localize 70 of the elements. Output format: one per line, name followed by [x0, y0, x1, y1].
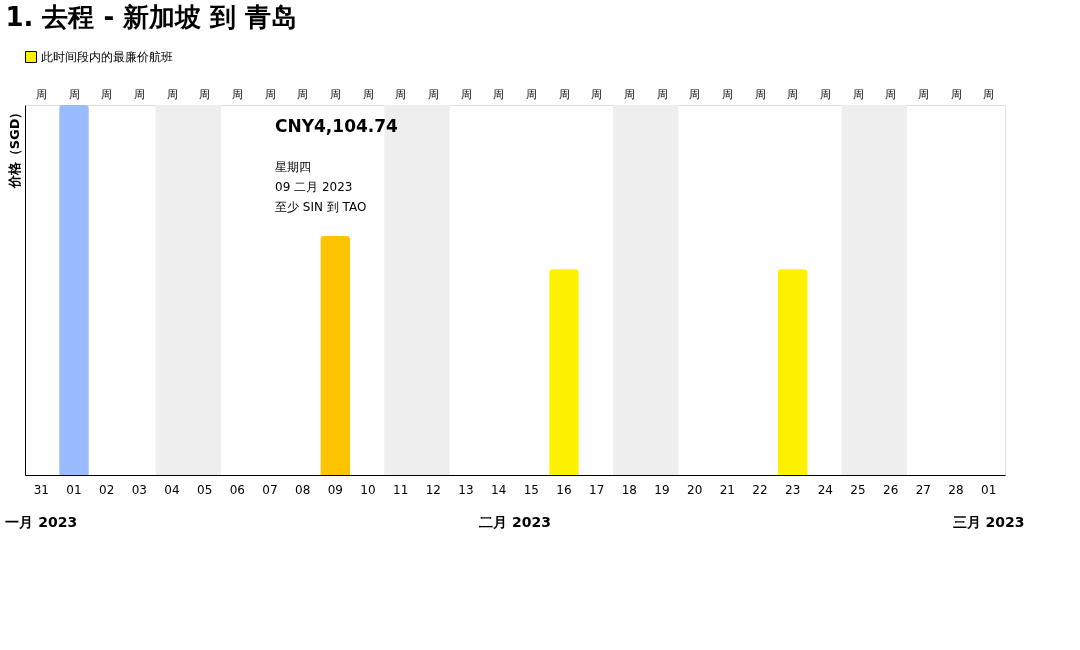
x-tick-label: 03 — [131, 483, 147, 497]
x-tick-label: 12 — [425, 483, 441, 497]
text: 周 — [231, 88, 243, 101]
annotation: CNY4,104.74 — [275, 116, 399, 136]
text: 周 — [329, 88, 341, 101]
x-tick-label: 01 — [981, 483, 997, 497]
text: 周 — [754, 88, 766, 101]
chart-title: 1. 去程 - 新加坡 到 青岛 — [5, 2, 298, 32]
x-tick-label: 21 — [719, 483, 735, 497]
x-tick-label: 22 — [752, 483, 768, 497]
x-tick-label: 28 — [948, 483, 964, 497]
text: 周 — [950, 88, 962, 101]
y-axis-title: 价格（SGD） — [6, 105, 22, 190]
text: 周 — [623, 88, 635, 101]
text: 周 — [395, 88, 407, 101]
text: 周 — [264, 88, 276, 101]
x-tick-label: 19 — [654, 483, 670, 497]
x-tick-label: 01 — [66, 483, 82, 497]
x-tick-label: 13 — [458, 483, 474, 497]
annotation: 星期四 — [275, 160, 311, 174]
x-tick-label: 20 — [687, 483, 703, 497]
text: 二月 2023 — [479, 514, 551, 530]
x-tick-label: 06 — [229, 483, 245, 497]
text: 一月 2023 — [5, 514, 78, 530]
x-tick-label: 31 — [33, 483, 49, 497]
x-tick-label: 17 — [589, 483, 605, 497]
text: 周 — [427, 88, 439, 101]
text: 周 — [591, 88, 603, 101]
x-tick-label: 24 — [817, 483, 833, 497]
text: 周 — [917, 88, 929, 101]
text: 周 — [525, 88, 537, 101]
text: 周 — [68, 88, 80, 101]
annotation: 至少 SIN 到 TAO — [275, 200, 367, 214]
x-tick-label: 16 — [556, 483, 572, 497]
x-tick-label: 15 — [523, 483, 539, 497]
text: 周 — [199, 88, 211, 101]
x-tick-label: 04 — [164, 483, 180, 497]
text: 周 — [852, 88, 864, 101]
text: 周 — [297, 88, 309, 101]
x-tick-label: 02 — [99, 483, 115, 497]
x-tick-label: 05 — [197, 483, 213, 497]
annotation: 09 二月 2023 — [275, 180, 353, 194]
legend-label: 此时间段内的最廉价航班 — [41, 50, 173, 64]
x-tick-label: 18 — [621, 483, 637, 497]
x-tick-label: 11 — [393, 483, 409, 497]
x-tick-label: 14 — [491, 483, 507, 497]
x-tick-label: 23 — [785, 483, 801, 497]
x-tick-label: 08 — [295, 483, 311, 497]
x-tick-label: 10 — [360, 483, 376, 497]
x-tick-label: 09 — [327, 483, 343, 497]
text: 周 — [460, 88, 472, 101]
text: 周 — [133, 88, 145, 101]
x-tick-label: 07 — [262, 483, 278, 497]
text: 周 — [983, 88, 995, 101]
text: 周 — [787, 88, 799, 101]
text: 周 — [166, 88, 178, 101]
text: 三月 2023 — [952, 514, 1025, 530]
text: 周 — [885, 88, 897, 101]
text: 周 — [689, 88, 701, 101]
text: 周 — [35, 88, 47, 101]
text: 周 — [101, 88, 113, 101]
text: 周 — [656, 88, 668, 101]
text: 周 — [721, 88, 733, 101]
text: 周 — [558, 88, 570, 101]
text: 周 — [819, 88, 831, 101]
x-tick-label: 26 — [883, 483, 899, 497]
text: 周 — [362, 88, 374, 101]
x-tick-label: 25 — [850, 483, 866, 497]
text: 周 — [493, 88, 505, 101]
x-tick-label: 27 — [915, 483, 931, 497]
